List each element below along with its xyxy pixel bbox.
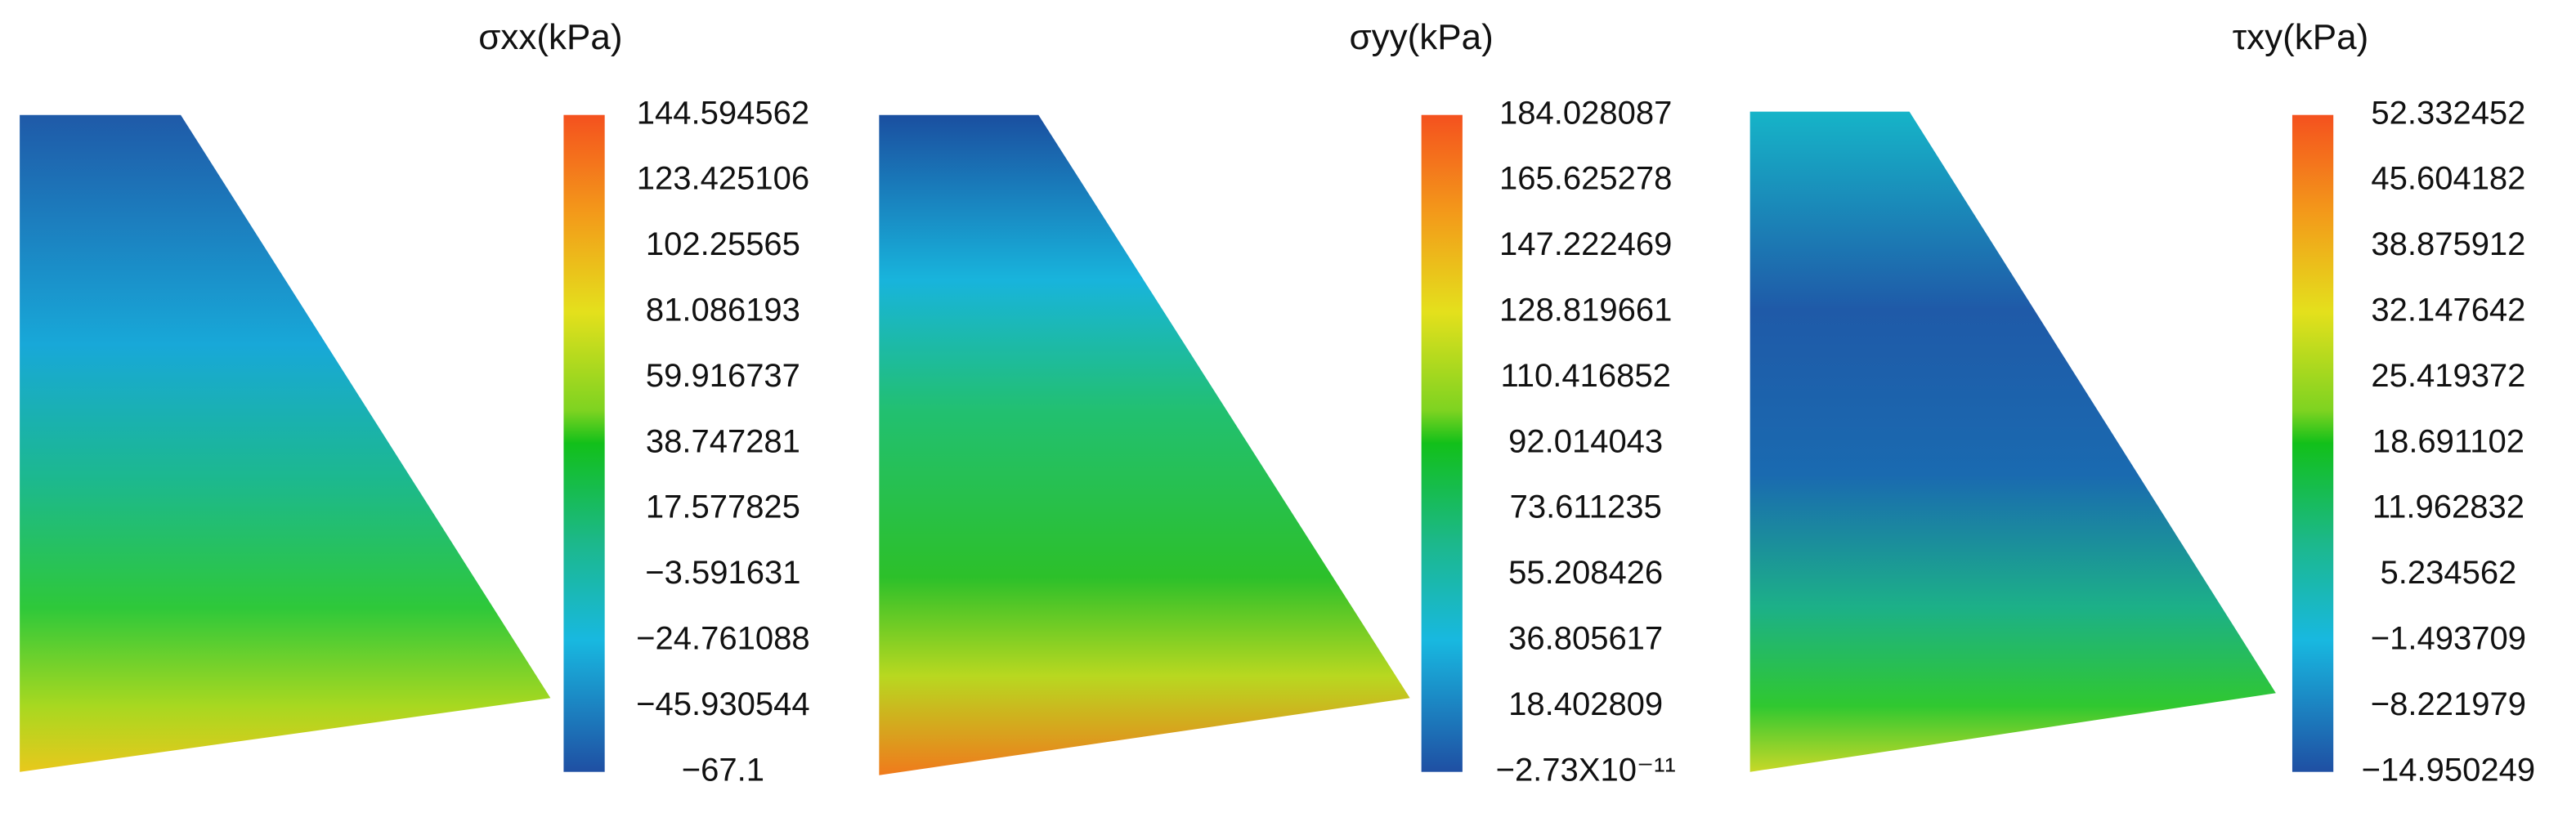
contour-field (20, 114, 551, 772)
colorbar-tick-label: 17.577825 (646, 489, 800, 525)
colorbar-tick-label: 128.819661 (1499, 292, 1672, 328)
colorbar-tick-label: 38.747281 (646, 423, 800, 459)
colorbar-tick-label: −3.591631 (645, 555, 800, 591)
colorbar-tick-label: 18.691102 (2372, 423, 2524, 459)
colorbar-tick-label: 102.25565 (646, 226, 800, 262)
colorbar-tick-label: −24.761088 (636, 620, 809, 656)
colorbar-tick-label: 38.875912 (2371, 226, 2525, 262)
colorbar-tick-label: 144.594562 (637, 95, 809, 131)
colorbar-tick-label: −45.930544 (636, 686, 809, 722)
panel-title: σyy(kPa) (1350, 17, 1494, 57)
colorbar-tick-label: 81.086193 (646, 292, 800, 328)
colorbar-tick-label: −14.950249 (2362, 752, 2535, 788)
colorbar (1421, 114, 1463, 772)
colorbar-tick-label: −8.221979 (2371, 686, 2526, 722)
colorbar-tick-label: −2.73X10⁻¹¹ (1496, 752, 1676, 788)
contour-field (879, 114, 1410, 775)
colorbar-tick-label: 55.208426 (1508, 555, 1663, 591)
colorbar-tick-label: 147.222469 (1499, 226, 1672, 262)
colorbar-tick-label: 45.604182 (2371, 161, 2525, 197)
colorbar-tick-label: −1.493709 (2371, 620, 2526, 656)
colorbar-tick-label: 52.332452 (2371, 95, 2525, 131)
colorbar-tick-label: 59.916737 (646, 358, 800, 394)
colorbar-tick-label: 18.402809 (1508, 686, 1663, 722)
colorbar-tick-label: 25.419372 (2371, 358, 2525, 394)
colorbar-tick-label: 165.625278 (1499, 161, 1672, 197)
panel-title: σxx(kPa) (478, 17, 622, 57)
colorbar-tick-label: 32.147642 (2371, 292, 2525, 328)
colorbar-tick-label: 36.805617 (1508, 620, 1663, 656)
colorbar-tick-label: 11.962832 (2372, 489, 2524, 525)
contour-field (1749, 111, 2276, 772)
colorbar-tick-label: 92.014043 (1508, 423, 1663, 459)
colorbar-tick-label: 73.611235 (1510, 489, 1662, 525)
colorbar-tick-label: 184.028087 (1499, 95, 1672, 131)
colorbar-tick-label: 123.425106 (637, 161, 809, 197)
panel-title: τxy(kPa) (2233, 17, 2369, 57)
colorbar-tick-label: 5.234562 (2380, 555, 2516, 591)
colorbar-tick-label: 110.416852 (1500, 358, 1670, 394)
colorbar-tick-label: −67.1 (682, 752, 764, 788)
colorbar (563, 114, 605, 772)
colorbar (2292, 114, 2334, 772)
